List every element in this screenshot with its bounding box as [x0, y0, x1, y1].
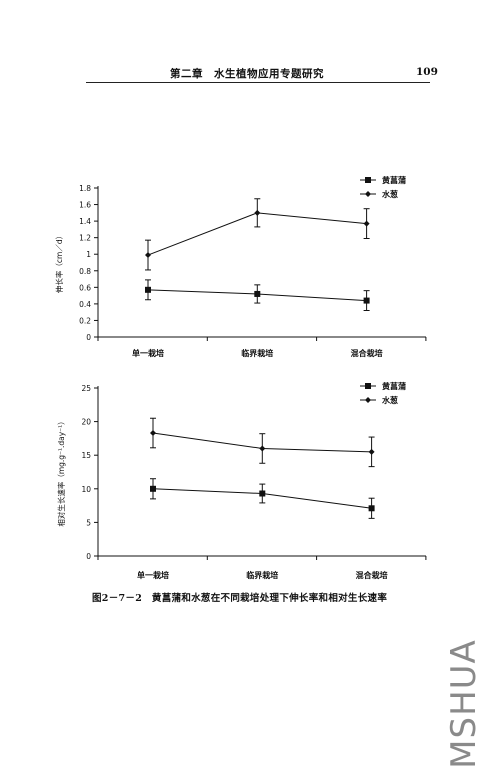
data-point-diamond [368, 448, 375, 455]
y-tick-label: 0.2 [79, 316, 91, 325]
y-tick-label: 1.8 [79, 184, 91, 193]
legend-marker-square [365, 177, 371, 183]
data-point-square [259, 490, 266, 497]
page-header: 第二章 水生植物应用专题研究 109 [0, 66, 492, 86]
legend-label: 水葱 [381, 395, 398, 405]
y-tick-label: 1.4 [79, 217, 91, 226]
x-category-label: 临界栽培 [246, 570, 278, 580]
y-tick-label: 10 [81, 485, 91, 494]
data-point-diamond [363, 220, 370, 227]
x-category-label: 混合栽培 [356, 570, 388, 580]
y-tick-label: 5 [86, 518, 91, 527]
data-point-square [145, 286, 151, 293]
relative-growth-rate-chart: 0 5 10 15 20 25 单一栽培 临界栽培 混合栽培 相对生长速率（mg.g⁻¹.day⁻… [56, 381, 427, 580]
watermark-text: MSHUA [444, 639, 484, 769]
page-number: 109 [416, 66, 438, 78]
y-tick-label: 1 [86, 250, 91, 259]
data-point-square [368, 505, 375, 512]
legend-marker-diamond [365, 397, 371, 403]
legend-marker-diamond [365, 191, 371, 197]
x-category-label: 单一栽培 [137, 570, 169, 580]
legend-label: 黄菖蒲 [382, 175, 406, 185]
data-point-square [150, 485, 156, 492]
y-tick-label: 0 [86, 552, 91, 561]
watermark: MSHUA [436, 639, 492, 769]
y-tick-label: 0.8 [79, 267, 91, 276]
y-tick-label: 0 [86, 333, 91, 342]
x-category-label: 单一栽培 [132, 348, 164, 358]
y-tick-label: 1.2 [79, 234, 91, 243]
y-tick-label: 0.6 [79, 283, 91, 292]
y-tick-label: 15 [81, 451, 91, 460]
legend-marker-square [365, 383, 371, 389]
x-category-label: 混合栽培 [351, 348, 383, 358]
elongation-rate-chart: 0 0.2 0.4 0.6 0.8 1 1.2 1.4 1.6 1.8 单一栽培 临界栽培 混合栽培 伸长… [54, 175, 427, 358]
data-point-diamond [145, 252, 151, 259]
y-axis-label: 伸长率（cm／d） [54, 232, 64, 293]
y-tick-label: 0.4 [79, 300, 91, 309]
page-header-title: 第二章 水生植物应用专题研究 [170, 68, 324, 80]
y-axis-label: 相对生长速率（mg.g⁻¹.day⁻¹） [56, 417, 66, 526]
y-tick-label: 25 [81, 384, 91, 393]
y-tick-label: 20 [81, 418, 91, 427]
x-category-label: 临界栽培 [241, 348, 273, 358]
legend-label: 水葱 [381, 189, 398, 199]
data-point-square [254, 290, 261, 297]
header-rule [86, 82, 430, 83]
data-point-diamond [254, 209, 261, 216]
data-point-square [363, 297, 370, 304]
data-point-diamond [259, 445, 266, 452]
data-point-diamond [150, 430, 156, 437]
legend-label: 黄菖蒲 [382, 381, 406, 391]
figure-caption: 图2－7－2 黄菖蒲和水葱在不同栽培处理下伸长率和相对生长速率 [92, 593, 388, 604]
y-tick-label: 1.6 [79, 201, 91, 210]
